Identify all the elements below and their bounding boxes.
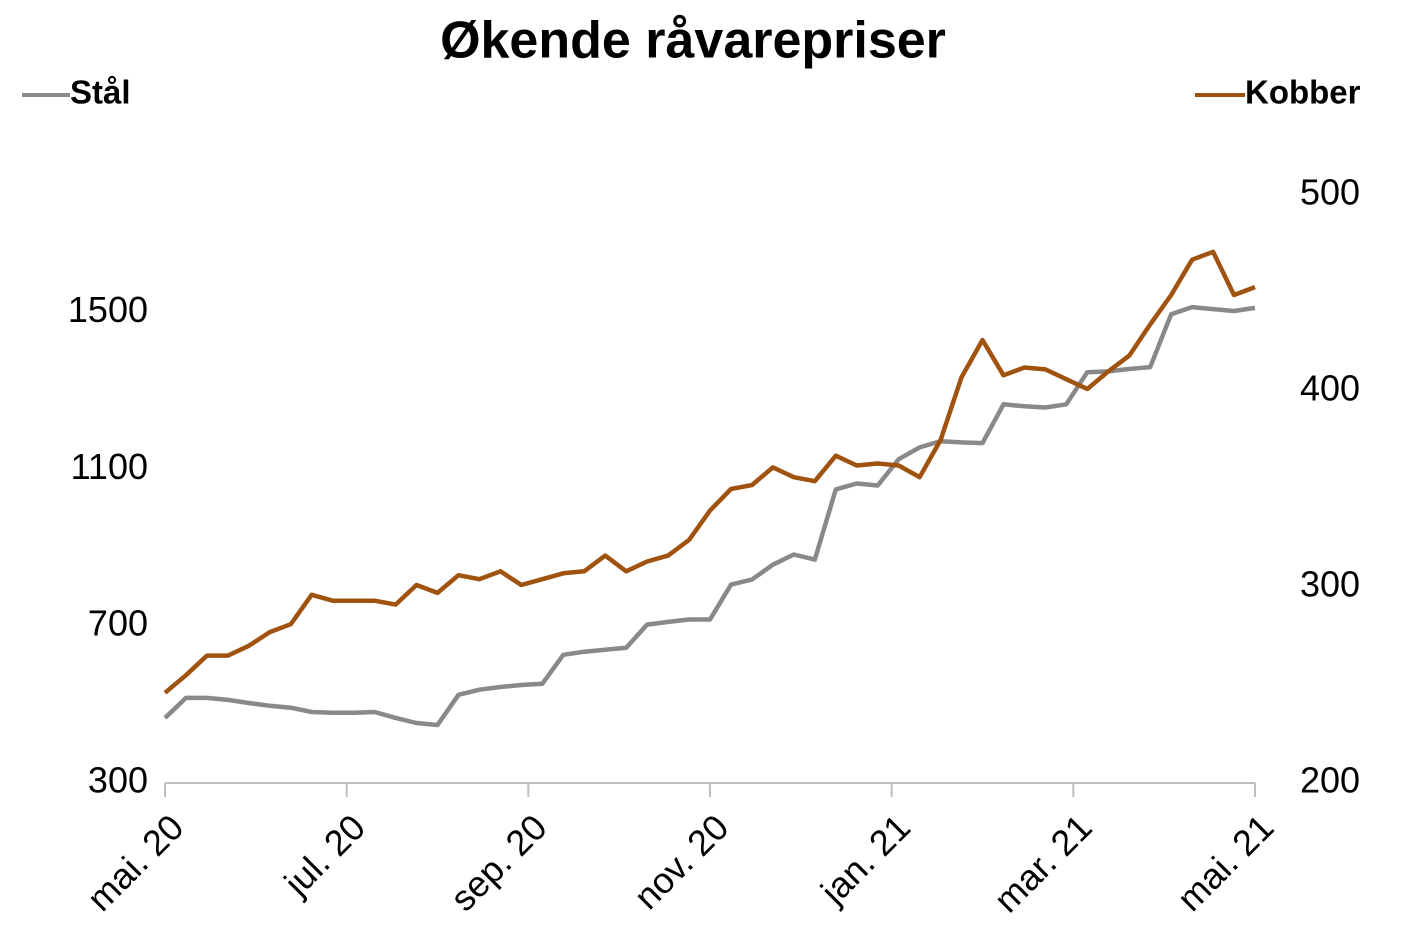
x-tick-label: nov. 20 [626,806,737,917]
x-tick-label: mai. 20 [79,806,191,918]
y-tick-label: 700 [88,603,148,644]
series-line [163,249,1256,695]
series-line [163,304,1256,728]
y2-tick-label: 500 [1300,172,1360,213]
y-tick-label: 1500 [68,289,148,330]
y2-tick-label: 200 [1300,760,1360,801]
y2-tick-label: 400 [1300,368,1360,409]
x-tick-label: jul. 20 [275,806,373,904]
legend-label: Stål [70,74,131,111]
chart-title: Økende råvarepriser [440,12,946,70]
y-tick-label: 1100 [71,446,148,487]
x-tick-label: mar. 21 [986,806,1100,920]
x-tick-label: jan. 21 [812,806,918,912]
x-tick-label: mai. 21 [1169,806,1281,918]
legend-label: Kobber [1245,74,1361,111]
y-tick-label: 300 [88,760,148,801]
x-tick-label: sep. 20 [442,806,554,918]
y2-tick-label: 300 [1300,564,1360,605]
